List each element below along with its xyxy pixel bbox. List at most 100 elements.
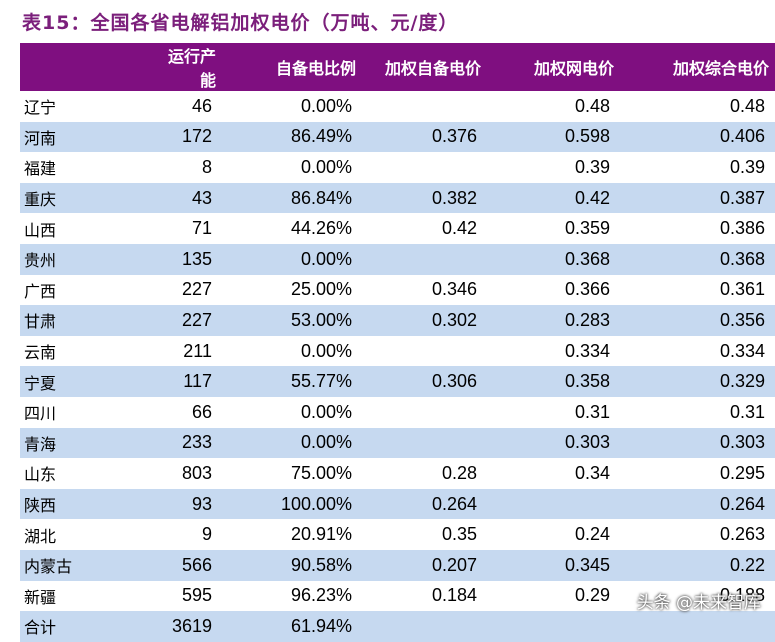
row-label: 贵州	[20, 244, 150, 275]
table-cell: 0.361	[620, 275, 775, 306]
row-label: 内蒙古	[20, 550, 150, 581]
table-cell: 0.31	[487, 397, 620, 428]
table-cell	[362, 611, 487, 642]
table-cell: 227	[150, 275, 222, 306]
table-cell: 595	[150, 581, 222, 612]
table-cell: 0.264	[362, 489, 487, 520]
table-cell	[620, 611, 775, 642]
table-cell: 0.34	[487, 458, 620, 489]
table-cell: 0.356	[620, 305, 775, 336]
page: 表15：全国各省电解铝加权电价（万吨、元/度） 运行产能自备电比例加权自备电价加…	[0, 0, 775, 627]
table-cell: 46	[150, 91, 222, 122]
table-cell: 0.334	[487, 336, 620, 367]
table-cell: 0.387	[620, 183, 775, 214]
table-cell	[362, 397, 487, 428]
table-cell: 0.00%	[222, 91, 362, 122]
table-cell: 0.406	[620, 122, 775, 153]
row-label: 福建	[20, 152, 150, 183]
table-cell: 0.382	[362, 183, 487, 214]
table-cell: 0.207	[362, 550, 487, 581]
table-cell	[362, 152, 487, 183]
table-cell: 117	[150, 366, 222, 397]
table-cell: 0.31	[620, 397, 775, 428]
table-cell: 172	[150, 122, 222, 153]
table-cell: 90.58%	[222, 550, 362, 581]
table-cell: 0.28	[362, 458, 487, 489]
header-cell	[20, 43, 150, 91]
table-cell: 96.23%	[222, 581, 362, 612]
table-cell: 0.598	[487, 122, 620, 153]
table-cell: 3619	[150, 611, 222, 642]
table-cell	[362, 428, 487, 459]
table-cell: 0.48	[620, 91, 775, 122]
row-label: 新疆	[20, 581, 150, 612]
table-cell: 233	[150, 428, 222, 459]
table-cell: 93	[150, 489, 222, 520]
table-cell: 44.26%	[222, 213, 362, 244]
table-cell: 0.42	[362, 213, 487, 244]
table-cell: 0.00%	[222, 244, 362, 275]
table-cell: 0.00%	[222, 336, 362, 367]
table-cell: 86.84%	[222, 183, 362, 214]
table-cell: 0.42	[487, 183, 620, 214]
table-cell	[362, 91, 487, 122]
row-label: 青海	[20, 428, 150, 459]
table-cell: 211	[150, 336, 222, 367]
table-cell: 0.358	[487, 366, 620, 397]
row-label: 河南	[20, 122, 150, 153]
table-cell: 0.24	[487, 519, 620, 550]
row-label: 山西	[20, 213, 150, 244]
table-cell: 0.184	[362, 581, 487, 612]
table-cell: 227	[150, 305, 222, 336]
table-cell: 0.22	[620, 550, 775, 581]
table-cell: 0.345	[487, 550, 620, 581]
table-cell: 0.302	[362, 305, 487, 336]
table-cell: 0.329	[620, 366, 775, 397]
row-label: 合计	[20, 611, 150, 642]
row-label: 湖北	[20, 519, 150, 550]
table-cell: 53.00%	[222, 305, 362, 336]
row-label: 宁夏	[20, 366, 150, 397]
row-label: 云南	[20, 336, 150, 367]
table-cell: 9	[150, 519, 222, 550]
table-cell	[487, 611, 620, 642]
table-cell: 0.00%	[222, 152, 362, 183]
row-label: 甘肃	[20, 305, 150, 336]
table-cell: 0.00%	[222, 397, 362, 428]
table-cell: 75.00%	[222, 458, 362, 489]
table-cell: 71	[150, 213, 222, 244]
table-cell: 0.368	[620, 244, 775, 275]
table-cell: 0.303	[620, 428, 775, 459]
table-cell: 0.346	[362, 275, 487, 306]
table-cell: 135	[150, 244, 222, 275]
table-cell	[487, 489, 620, 520]
table-cell: 0.264	[620, 489, 775, 520]
table-cell: 566	[150, 550, 222, 581]
table-cell: 0.376	[362, 122, 487, 153]
header-row: 运行产能自备电比例加权自备电价加权网电价加权综合电价	[20, 43, 775, 91]
watermark: 头条 @未来智库	[637, 588, 761, 613]
table-cell: 55.77%	[222, 366, 362, 397]
row-label: 陕西	[20, 489, 150, 520]
table-cell: 8	[150, 152, 222, 183]
table-cell: 0.386	[620, 213, 775, 244]
table-cell: 803	[150, 458, 222, 489]
table-cell: 61.94%	[222, 611, 362, 642]
row-label: 山东	[20, 458, 150, 489]
table-cell: 43	[150, 183, 222, 214]
